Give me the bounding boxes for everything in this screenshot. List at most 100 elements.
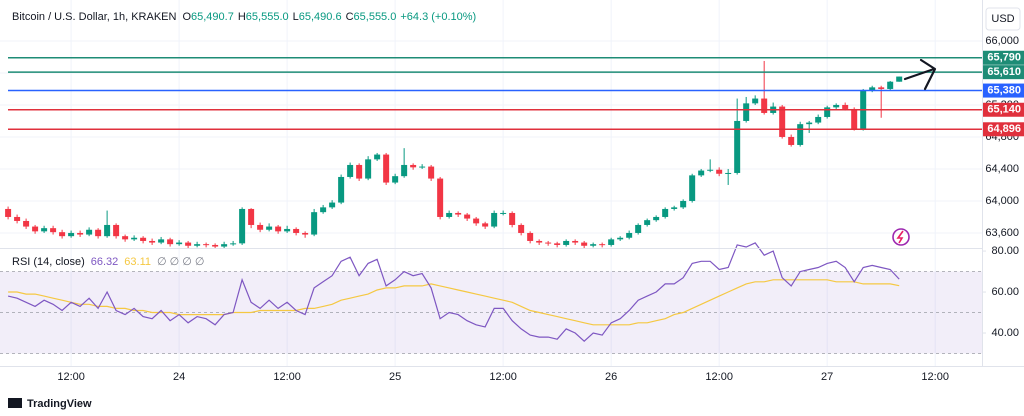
candle-body [374,154,381,160]
candle-body [635,224,642,233]
brand: TradingView [27,398,92,410]
candle-body [401,164,408,177]
y-tick-label: 40.00 [991,327,1019,339]
x-tick-label: 12:00 [921,371,949,383]
candle-body [644,220,651,225]
level-label-box [983,122,1024,137]
ohlc-value: 65,490.7 [191,11,234,23]
candle-body [149,240,156,243]
candle-body [284,228,291,232]
level-label-box [983,50,1024,65]
rsi-line [7,242,900,343]
candle-body [221,244,228,247]
candle-body [113,224,120,237]
candle-body [266,226,273,230]
candle-body [77,232,84,235]
candle-body [23,220,30,227]
rsi-title: RSI (14, close) [12,256,85,268]
y-tick-label: 60.00 [991,286,1019,298]
candle-body [653,216,660,221]
candle-body [365,159,372,179]
candle-body [95,229,102,237]
candle-body [761,98,768,113]
candle-body [176,242,183,245]
level-label: 64,896 [987,123,1021,135]
candle-body [779,106,786,137]
candle-body [50,228,57,233]
candle-body [437,178,444,217]
level-label: 65,790 [987,52,1021,64]
ohlc-label: O [182,11,191,23]
candle-body [734,120,741,173]
brand-logo [8,398,22,408]
event-icon[interactable] [892,228,910,246]
candle-body [563,240,570,245]
candle-body [608,239,615,245]
candle-body [707,169,714,171]
ohlc-label: H [238,11,246,23]
candle-body [410,164,417,168]
candle-body [896,76,903,82]
candle-body [545,242,552,244]
candle-body [716,169,723,174]
x-tick-label: 25 [389,371,401,383]
candle-body [230,243,237,245]
candle-body [797,124,804,145]
y-tick-label: 80.00 [991,245,1019,257]
candle-body [14,216,21,221]
ohlc-value: 65,555.0 [246,11,289,23]
currency-button[interactable] [985,7,1021,31]
candle-body [878,87,885,89]
candle-body [158,239,165,243]
rsi-empty: ∅ ∅ ∅ ∅ [157,256,205,268]
candle-body [419,166,426,168]
candle-body [131,237,138,240]
candle-body [869,87,876,91]
candle-body [392,176,399,183]
candle-body [455,212,462,215]
y-tick-label: 63,600 [985,227,1019,239]
candle-body [743,103,750,121]
candle-body [806,122,813,125]
candle-body [239,208,246,244]
symbol-legend: Bitcoin / U.S. Dollar, 1h, KRAKEN O65,490… [12,11,476,23]
x-tick-label: 12:00 [57,371,85,383]
x-tick-label: 26 [605,371,617,383]
x-tick-label: 12:00 [489,371,517,383]
candle-body [500,212,507,214]
arrow [903,58,937,91]
candle-body [140,237,147,241]
level-label: 65,380 [987,84,1021,96]
candle-body [167,239,174,245]
candle-body [320,207,327,213]
level-label: 65,140 [987,104,1021,116]
candle-body [698,170,705,176]
candle-body [329,202,336,208]
candle-body [842,104,849,109]
candle-body [5,208,12,217]
rsi-ma-value: 63.11 [124,256,151,268]
candle-body [554,243,561,245]
candle-body [212,244,219,247]
candle-body [572,240,579,243]
change: +64.3 (+0.10%) [400,11,476,23]
candle-body [59,232,66,237]
candle-body [302,232,309,235]
candle-body [617,237,624,240]
candle-body [527,232,534,241]
level-label-box [983,102,1024,117]
rsi-legend: RSI (14, close) 66.32 63.11 ∅ ∅ ∅ ∅ [12,256,205,268]
x-tick-label: 12:00 [705,371,733,383]
candle-body [446,212,453,217]
rsi-value: 66.32 [91,256,119,268]
x-tick-label: 12:00 [273,371,301,383]
rsi-line [8,279,900,326]
ohlc-value: 65,490.6 [299,11,342,23]
candle-body [41,228,48,232]
level-label-box [983,65,1024,80]
lightning [896,230,904,244]
candle-body [851,108,858,129]
